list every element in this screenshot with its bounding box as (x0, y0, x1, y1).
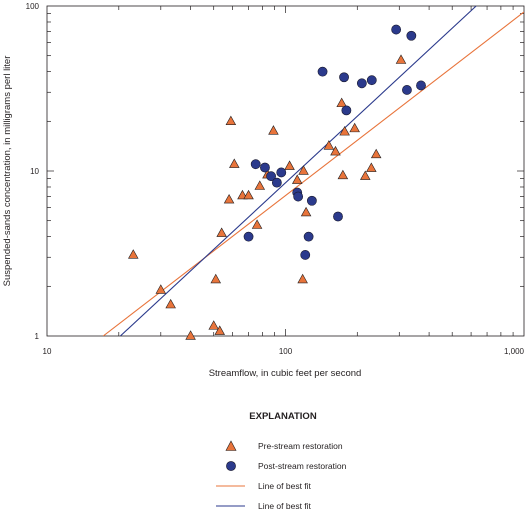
y-axis-label: Suspended-sands concentration, in millig… (2, 56, 13, 287)
pre-restoration-point (298, 165, 309, 175)
pre-restoration-point (243, 189, 254, 200)
post-restoration-point (402, 85, 412, 95)
post-restoration-point (317, 66, 328, 77)
pre-restoration-point (208, 320, 219, 330)
pre-restoration-point (370, 148, 382, 159)
pre-restoration-point (300, 206, 312, 217)
pre-restoration-point (229, 158, 240, 168)
pre-restoration-point (165, 298, 176, 309)
fit-lines (102, 6, 524, 336)
legend: EXPLANATION Pre-stream restoration Post-s… (216, 411, 347, 511)
post-restoration-point (406, 30, 417, 41)
post-restoration-point (366, 75, 377, 86)
x-tick-label: 100 (279, 347, 293, 356)
post-restoration-point (266, 171, 276, 182)
legend-label: Line of best fit (258, 501, 312, 511)
pre-restoration-point (251, 219, 263, 229)
post-restoration-point (339, 72, 349, 83)
post-restoration-point (271, 177, 282, 188)
legend-fit-line-post: Line of best fit (216, 501, 312, 511)
post-restoration-point (416, 80, 426, 91)
pre-restoration-point (339, 126, 350, 136)
x-axis-label: Streamflow, in cubic feet per second (209, 368, 362, 379)
post-restoration-point (341, 105, 352, 116)
pre-restoration-point (210, 273, 222, 284)
pre-restoration-point (268, 125, 279, 135)
pre-restoration-point (155, 284, 167, 294)
post-restoration-point (300, 250, 311, 260)
post-restoration-point (391, 24, 402, 35)
pre-restoration-point (254, 180, 266, 190)
post-restoration-point (333, 211, 343, 222)
legend-label: Post-stream restoration (258, 461, 347, 471)
legend-post-restoration: Post-stream restoration (226, 461, 347, 471)
pre-restoration-point (216, 227, 227, 237)
post-restoration-point (243, 231, 254, 242)
legend-label: Pre-stream restoration (258, 441, 343, 451)
pre-restoration-point (336, 97, 347, 108)
axis-ticks (47, 6, 524, 336)
pre-restoration-point (128, 249, 139, 259)
pre-restoration-point (214, 325, 226, 335)
pre-restoration-point (284, 160, 295, 170)
legend-label: Line of best fit (258, 481, 312, 491)
pre-restoration-point (330, 145, 341, 156)
pre-restoration-point (297, 273, 308, 284)
plot-area (46, 5, 525, 340)
pre-restoration-point (349, 122, 360, 133)
pre-restoration-point (291, 174, 303, 184)
y-tick-label: 1 (35, 332, 40, 341)
pre-restoration-point (366, 162, 377, 172)
pre-restoration-point (223, 193, 235, 204)
post-restoration-point (303, 231, 314, 242)
post-restoration-point (260, 162, 270, 173)
post-restoration-point (306, 195, 317, 206)
x-tick-label: 1,000 (504, 347, 525, 356)
y-tick-label: 100 (26, 2, 40, 11)
pre-restoration-point (185, 330, 196, 340)
pre-restoration-point (360, 170, 371, 180)
legend-triangle-symbol (225, 440, 237, 451)
pre-restoration-point (337, 169, 349, 180)
x-tick-label: 10 (43, 347, 52, 356)
pre-restoration-point (225, 115, 237, 126)
legend-title: EXPLANATION (249, 411, 317, 422)
fit-line (119, 6, 477, 336)
legend-fit-line-pre: Line of best fit (216, 481, 312, 491)
pre-restoration-point (395, 54, 407, 64)
post-restoration-point (276, 167, 287, 178)
post-restoration-point (293, 191, 304, 202)
y-tick-label: 10 (30, 167, 39, 176)
data-points (128, 24, 426, 340)
legend-circle-symbol (226, 461, 236, 471)
legend-pre-restoration: Pre-stream restoration (225, 440, 343, 451)
post-restoration-point (250, 159, 261, 170)
post-restoration-point (356, 78, 367, 89)
fit-line (102, 11, 524, 336)
pre-restoration-point (323, 140, 335, 150)
